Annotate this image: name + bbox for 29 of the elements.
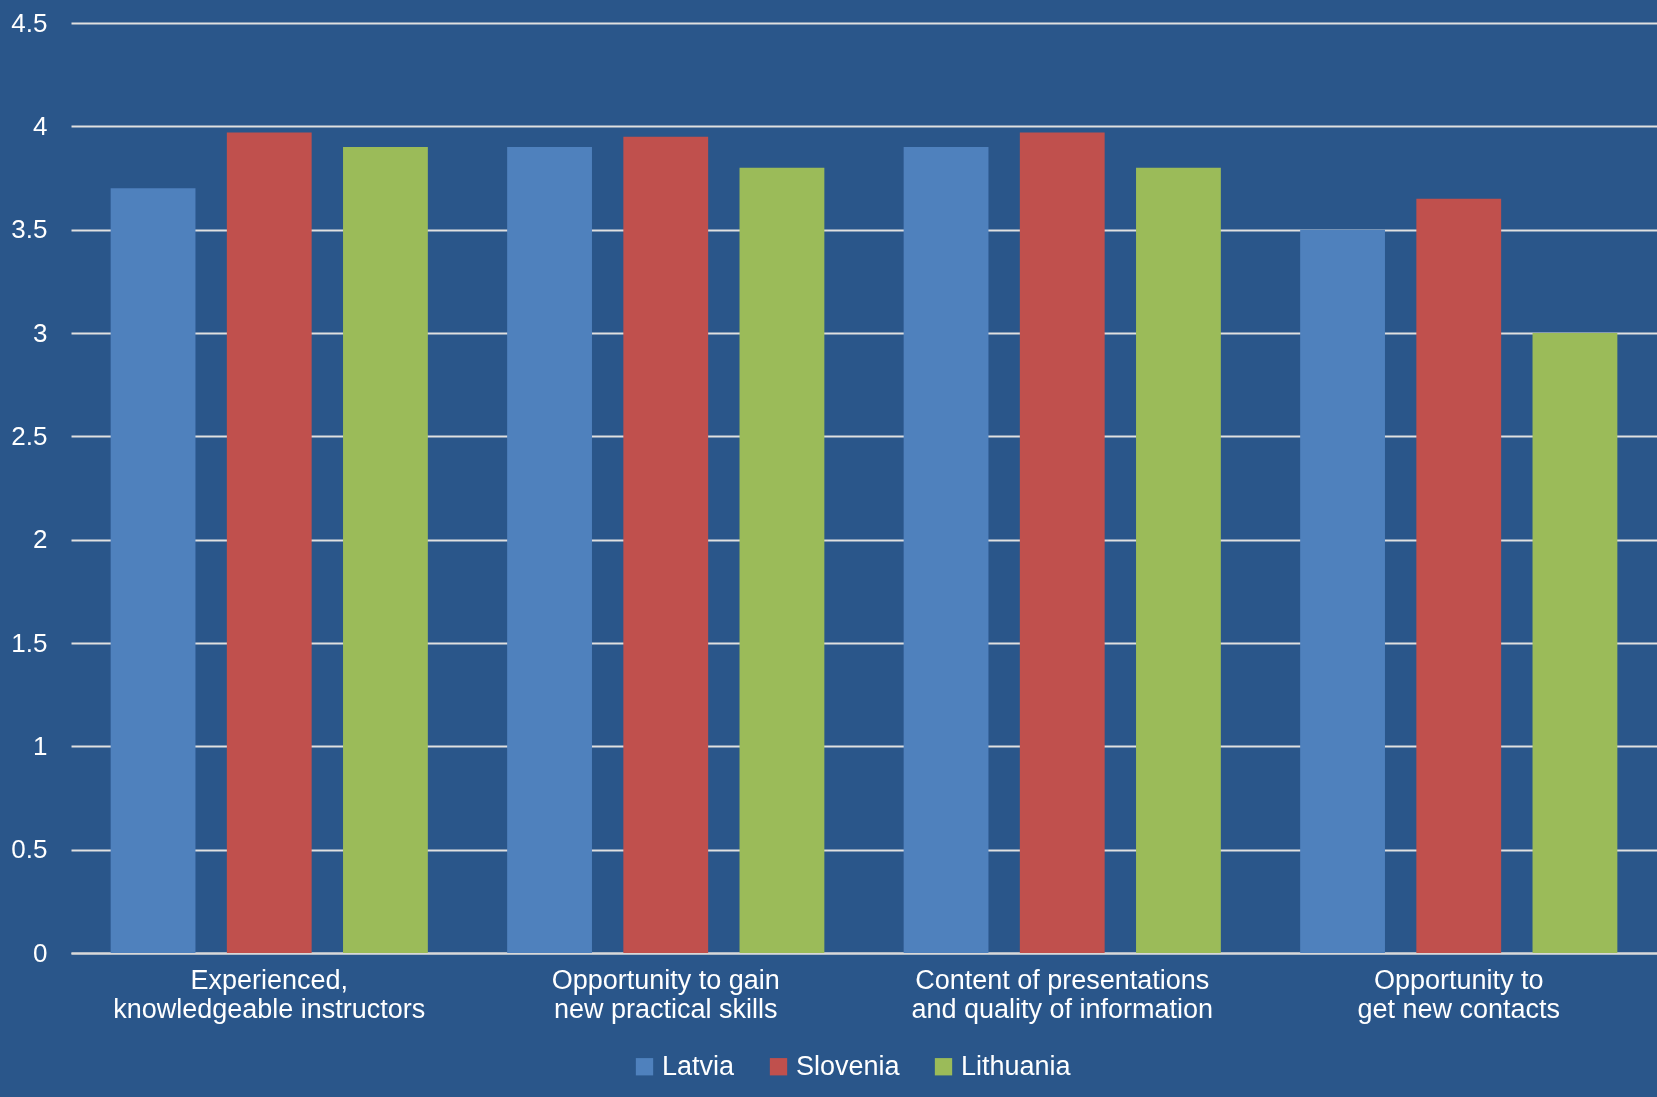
bar	[739, 167, 825, 953]
legend-label: Lithuania	[961, 1050, 1072, 1081]
y-tick-label: 0.5	[11, 834, 48, 865]
bar	[1136, 167, 1221, 953]
y-tick-label: 3	[33, 317, 48, 348]
bar	[623, 136, 709, 953]
x-tick-label: Content of presentations and quality of information	[911, 964, 1214, 1024]
bar	[110, 188, 196, 953]
y-tick-label: 0	[33, 937, 48, 968]
y-tick-label: 3.5	[11, 214, 48, 245]
x-tick-label: Opportunity to gain new practical skills	[551, 964, 780, 1024]
x-tick-label: Experienced, knowledgeable instructors	[113, 964, 426, 1024]
x-tick-label: Opportunity to get new contacts	[1357, 964, 1561, 1024]
bar	[507, 147, 592, 953]
y-tick-label: 2.5	[11, 420, 48, 451]
bar	[1019, 132, 1105, 953]
bar	[343, 147, 428, 953]
bar	[1416, 198, 1502, 953]
y-tick-label: 1.5	[11, 627, 48, 658]
bar	[1532, 333, 1618, 953]
y-tick-label: 1	[33, 730, 48, 761]
bar	[226, 132, 312, 953]
legend-label: Slovenia	[796, 1050, 901, 1081]
y-tick-label: 2	[33, 524, 48, 555]
bar	[1300, 229, 1385, 953]
legend-label: Latvia	[662, 1050, 736, 1081]
bar	[903, 147, 989, 953]
y-tick-label: 4	[33, 110, 48, 141]
y-tick-label: 4.5	[11, 7, 48, 38]
